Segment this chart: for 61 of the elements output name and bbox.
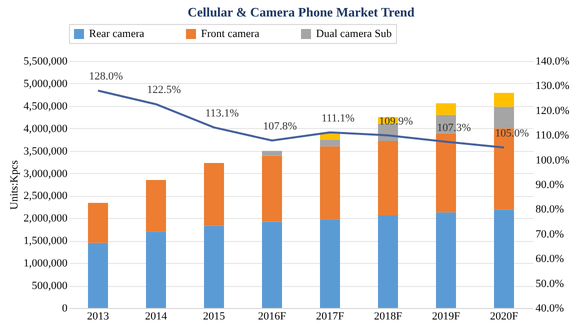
y-tick-label: 3,000,000 <box>24 168 68 180</box>
bar <box>378 140 398 216</box>
y2-tick-label: 60.0% <box>536 253 564 266</box>
x-tick-label: 2017F <box>316 310 344 322</box>
bar <box>88 202 108 243</box>
bar <box>320 146 340 220</box>
bar <box>204 162 224 226</box>
y-tick-label: 4,500,000 <box>24 100 68 112</box>
bar <box>262 156 282 222</box>
y-tick-label: 4,000,000 <box>24 122 68 135</box>
y-tick-label: 3,500,000 <box>24 145 68 158</box>
x-tick-label: 2016F <box>258 310 286 322</box>
bar <box>88 242 108 308</box>
x-tick-label: 2019F <box>432 310 460 322</box>
bar <box>320 219 340 308</box>
y-tick-label: 1,000,000 <box>24 258 68 270</box>
y2-tick-label: 110.0% <box>536 130 570 142</box>
bar <box>494 210 514 308</box>
bar <box>146 232 166 308</box>
y2-tick-label: 90.0% <box>536 179 564 191</box>
y-axis-title: Units:Kpcs <box>8 160 20 210</box>
x-tick-label: 2015 <box>203 310 226 322</box>
y2-tick-label: 140.0% <box>536 56 570 68</box>
data-label: 111.1% <box>321 112 355 124</box>
bar <box>494 106 514 128</box>
data-label: 107.8% <box>263 120 297 133</box>
y2-tick-label: 130.0% <box>536 80 570 92</box>
x-tick-label: 2018F <box>374 310 402 322</box>
bar <box>262 150 282 156</box>
x-tick-label: 2014 <box>145 310 168 322</box>
y2-tick-label: 70.0% <box>536 228 564 240</box>
bar <box>378 215 398 308</box>
data-label: 113.1% <box>205 107 239 120</box>
bar <box>262 222 282 308</box>
x-tick-label: 2020F <box>490 310 518 322</box>
y-tick-label: 0 <box>62 302 68 314</box>
y2-tick-label: 40.0% <box>536 302 564 314</box>
bar <box>436 133 456 212</box>
bar <box>436 103 456 115</box>
y2-tick-label: 100.0% <box>536 154 570 166</box>
bar <box>436 212 456 308</box>
chart-title: Cellular & Camera Phone Market Trend <box>188 4 416 20</box>
bar <box>494 92 514 107</box>
y-tick-label: 500,000 <box>32 280 68 292</box>
bar <box>146 180 166 232</box>
x-tick-label: 2013 <box>87 310 110 322</box>
y2-tick-label: 50.0% <box>536 278 564 290</box>
legend-label: Front camera <box>201 28 260 40</box>
y-tick-label: 1,500,000 <box>24 235 68 248</box>
y-tick-label: 5,000,000 <box>24 78 68 90</box>
y2-tick-label: 80.0% <box>536 204 564 216</box>
legend-label: Rear camera <box>89 28 144 40</box>
legend-label: Dual camera Sub <box>316 28 392 40</box>
bar <box>320 140 340 146</box>
y-tick-label: 5,500,000 <box>24 56 68 68</box>
data-label: 122.5% <box>147 84 181 96</box>
bar <box>204 226 224 308</box>
y2-tick-label: 120.0% <box>536 104 570 117</box>
y-tick-label: 2,500,000 <box>24 190 68 202</box>
data-label: 128.0% <box>89 70 123 83</box>
y-tick-label: 2,000,000 <box>24 212 68 225</box>
